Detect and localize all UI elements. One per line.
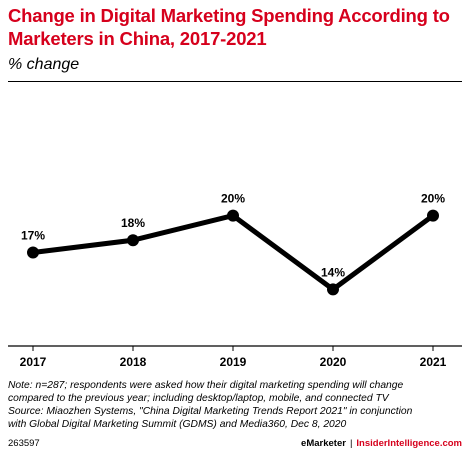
data-point (427, 209, 439, 222)
series-line (32, 212, 435, 293)
title-divider (8, 81, 462, 82)
chart-title: Change in Digital Marketing Spending Acc… (8, 5, 450, 49)
data-label: 18% (121, 216, 145, 230)
source-line: Source: Miaozhen Systems, "China Digital… (8, 406, 413, 417)
data-point (227, 209, 239, 222)
data-label: 14% (321, 265, 345, 279)
note-line: Note: n=287; respondents were asked how … (8, 380, 404, 391)
data-point (27, 246, 39, 259)
x-tick-label: 2021 (420, 355, 447, 369)
data-label: 17% (21, 229, 45, 243)
x-tick-label: 2017 (20, 355, 47, 369)
chart-notes: Note: n=287; respondents were asked how … (8, 379, 468, 431)
data-point (127, 234, 139, 247)
x-tick-label: 2020 (320, 355, 347, 369)
source-line: with Global Digital Marketing Summit (GD… (8, 419, 347, 430)
note-line: compared to the previous year; including… (8, 393, 389, 404)
data-label: 20% (421, 192, 445, 206)
chart-subtitle: % change (8, 56, 80, 73)
brand: eMarketer | InsiderIntelligence.com (301, 438, 462, 449)
brand-name: eMarketer (301, 437, 346, 449)
footer: 263597 eMarketer | InsiderIntelligence.com (8, 437, 462, 449)
chart-id: 263597 (8, 437, 40, 449)
x-tick-label: 2018 (120, 355, 147, 369)
brand-separator: | (349, 437, 353, 449)
x-tick-label: 2019 (220, 355, 247, 369)
brand-site[interactable]: InsiderIntelligence.com (356, 437, 462, 449)
data-point (327, 283, 339, 296)
data-label: 20% (221, 192, 245, 206)
line-chart: 2017 2018 2019 2020 2021 17% 18% 20% 14% 20% (8, 192, 462, 369)
